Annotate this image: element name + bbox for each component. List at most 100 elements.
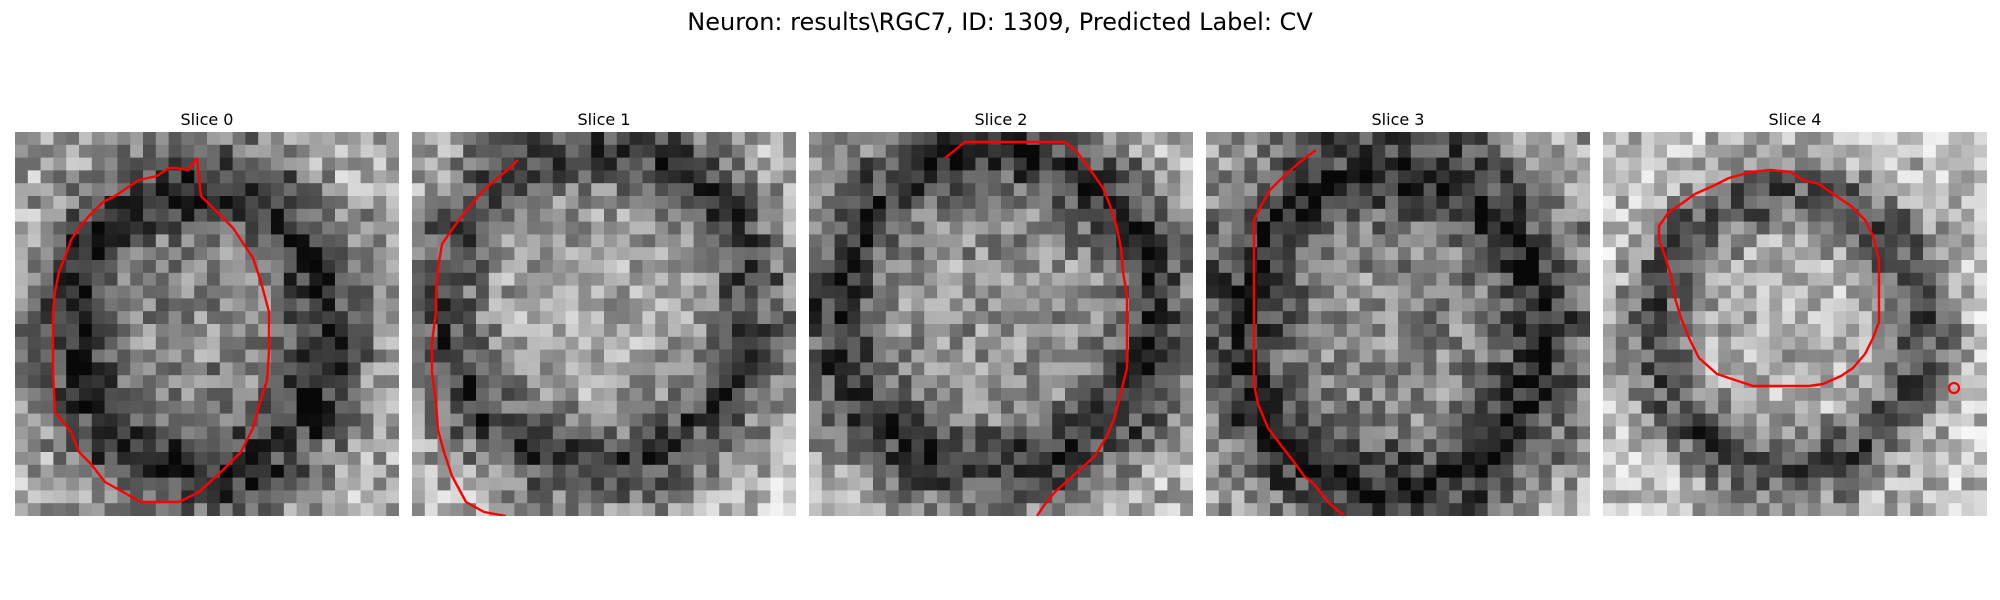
image-pixel (616, 157, 631, 171)
image-pixel (66, 132, 80, 146)
image-pixel (1705, 132, 1719, 146)
image-pixel (578, 260, 592, 274)
image-pixel (1603, 464, 1617, 479)
image-pixel (258, 208, 272, 223)
image-pixel (1961, 285, 1975, 299)
image-pixel (1308, 221, 1322, 235)
image-pixel (27, 311, 42, 325)
image-pixel (1282, 132, 1297, 146)
image-pixel (296, 247, 310, 261)
image-pixel (1654, 324, 1668, 338)
image-pixel (1667, 439, 1681, 453)
image-pixel (1334, 208, 1348, 223)
image-pixel (949, 285, 964, 299)
image-pixel (309, 477, 323, 491)
image-pixel (1462, 234, 1476, 248)
image-pixel (373, 336, 387, 351)
image-pixel (1948, 144, 1962, 159)
image-pixel (680, 324, 695, 338)
image-pixel (1116, 272, 1130, 287)
image-pixel (1615, 362, 1630, 376)
image-pixel (476, 413, 490, 427)
image-pixel (1692, 144, 1706, 159)
image-pixel (885, 413, 900, 427)
image-pixel (1423, 285, 1437, 299)
image-pixel (1807, 311, 1822, 325)
image-pixel (1180, 157, 1193, 171)
image-pixel (770, 285, 784, 299)
image-pixel (181, 400, 195, 415)
image-pixel (271, 272, 285, 287)
image-pixel (719, 426, 733, 440)
image-pixel (181, 439, 195, 453)
image-pixel (463, 234, 477, 248)
image-pixel (1833, 208, 1847, 223)
image-pixel (258, 413, 272, 427)
image-pixel (616, 439, 631, 453)
image-pixel (168, 400, 182, 415)
image-pixel (1116, 221, 1130, 235)
image-pixel (1487, 272, 1501, 287)
image-pixel (1410, 247, 1425, 261)
image-pixel (1385, 439, 1399, 453)
image-pixel (1667, 336, 1681, 351)
image-pixel (309, 183, 323, 197)
image-pixel (91, 439, 106, 453)
image-pixel (1436, 272, 1450, 287)
image-pixel (1538, 157, 1553, 171)
image-pixel (591, 362, 605, 376)
image-pixel (1961, 144, 1975, 159)
image-pixel (616, 375, 631, 389)
image-pixel (322, 464, 336, 479)
image-pixel (1641, 298, 1655, 312)
image-pixel (283, 464, 298, 479)
image-pixel (1564, 375, 1578, 389)
image-pixel (1564, 285, 1578, 299)
image-pixel (1526, 324, 1540, 338)
image-pixel (770, 439, 784, 453)
image-pixel (168, 503, 182, 516)
image-pixel (181, 298, 195, 312)
image-pixel (1270, 272, 1284, 287)
image-pixel (373, 477, 387, 491)
image-pixel (1013, 196, 1028, 210)
image-pixel (937, 196, 951, 210)
image-pixel (1923, 247, 1937, 261)
image-pixel (424, 477, 439, 491)
image-pixel (1039, 298, 1053, 312)
image-pixel (194, 170, 208, 184)
image-pixel (1871, 362, 1886, 376)
image-pixel (1641, 234, 1655, 248)
image-pixel (655, 375, 669, 389)
image-pixel (1141, 298, 1156, 312)
image-pixel (1961, 400, 1975, 415)
image-pixel (232, 362, 246, 376)
image-pixel (1526, 375, 1540, 389)
image-pixel (1257, 362, 1271, 376)
image-pixel (1705, 221, 1719, 235)
image-pixel (1206, 311, 1220, 325)
image-pixel (412, 144, 426, 159)
image-pixel (1039, 362, 1053, 376)
image-pixel (1871, 336, 1886, 351)
image-pixel (642, 439, 656, 453)
image-pixel (1551, 503, 1565, 516)
image-pixel (1295, 272, 1309, 287)
image-pixel (91, 311, 106, 325)
image-pixel (873, 477, 887, 491)
image-pixel (40, 426, 54, 440)
image-pixel (143, 208, 157, 223)
image-pixel (680, 477, 695, 491)
image-pixel (1013, 208, 1028, 223)
image-pixel (1013, 503, 1028, 516)
image-pixel (1731, 221, 1745, 235)
image-pixel (1359, 388, 1373, 402)
image-pixel (386, 247, 399, 261)
image-pixel (1667, 362, 1681, 376)
image-pixel (1282, 490, 1297, 504)
image-pixel (1218, 221, 1233, 235)
image-pixel (1206, 221, 1220, 235)
image-pixel (604, 183, 618, 197)
image-pixel (271, 388, 285, 402)
image-pixel (1910, 464, 1924, 479)
